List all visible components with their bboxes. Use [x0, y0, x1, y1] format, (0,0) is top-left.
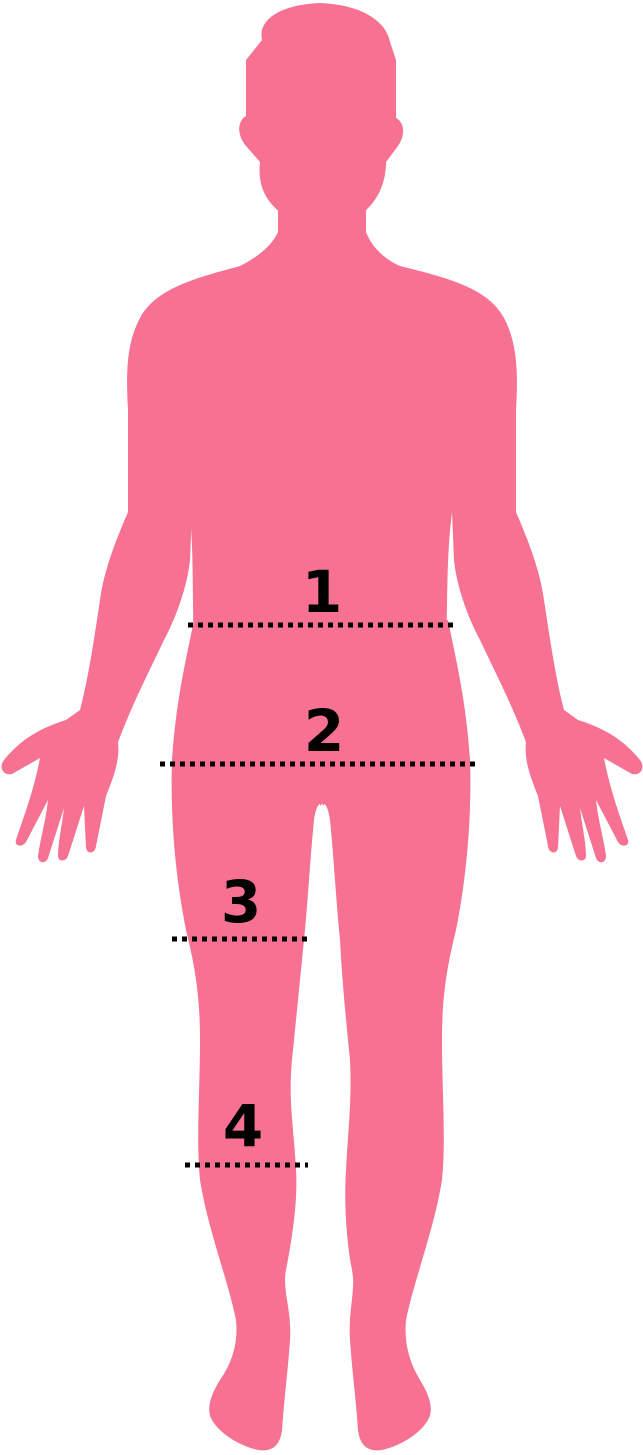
head	[239, 3, 404, 212]
torso	[127, 266, 517, 640]
neck	[240, 200, 400, 266]
measurement-label-1: 1	[302, 558, 342, 626]
hips	[172, 620, 470, 760]
measurement-label-4: 4	[223, 1092, 263, 1160]
measurement-label-2: 2	[304, 697, 344, 765]
left-leg	[171, 760, 324, 1451]
measurement-lines	[160, 622, 478, 1168]
right-leg	[320, 760, 471, 1451]
measurement-label-3: 3	[221, 868, 261, 936]
measurement-labels: 1 2 3 4	[221, 558, 344, 1160]
left-arm	[1, 400, 192, 863]
right-arm	[452, 400, 643, 863]
body-silhouette	[1, 3, 643, 1451]
